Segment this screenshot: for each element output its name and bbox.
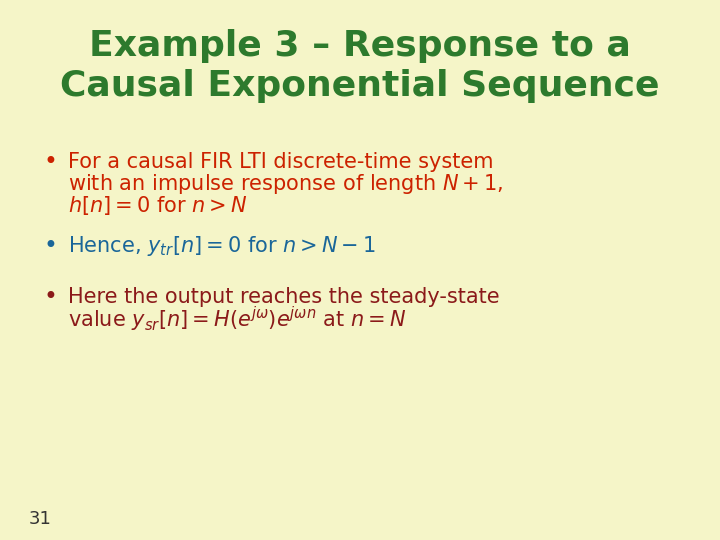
Text: Causal Exponential Sequence: Causal Exponential Sequence bbox=[60, 70, 660, 103]
Text: Example 3 – Response to a: Example 3 – Response to a bbox=[89, 29, 631, 63]
Text: For a causal FIR LTI discrete-time system: For a causal FIR LTI discrete-time syste… bbox=[68, 152, 494, 172]
Text: •: • bbox=[43, 234, 58, 258]
Text: value $y_{sr}[n] = H(e^{j\omega})e^{j\omega n}$ at $n = N$: value $y_{sr}[n] = H(e^{j\omega})e^{j\om… bbox=[68, 305, 407, 334]
Text: •: • bbox=[43, 285, 58, 309]
Text: with an impulse response of length $N+1$,: with an impulse response of length $N+1$… bbox=[68, 172, 504, 195]
Text: 31: 31 bbox=[29, 510, 52, 529]
Text: Here the output reaches the steady-state: Here the output reaches the steady-state bbox=[68, 287, 500, 307]
Text: •: • bbox=[43, 150, 58, 174]
Text: $h[n] = 0$ for $n > N$: $h[n] = 0$ for $n > N$ bbox=[68, 194, 248, 217]
Text: Hence, $y_{tr}[n] = 0$ for $n > N-1$: Hence, $y_{tr}[n] = 0$ for $n > N-1$ bbox=[68, 234, 377, 258]
